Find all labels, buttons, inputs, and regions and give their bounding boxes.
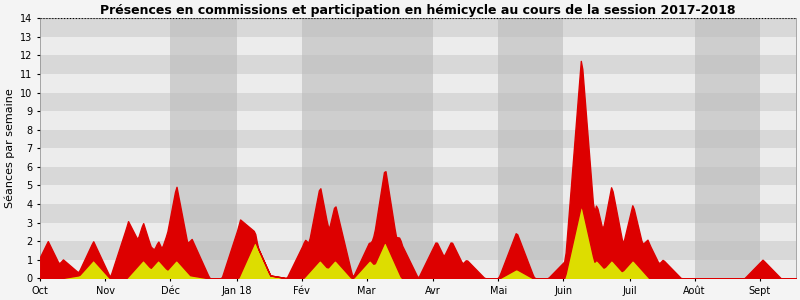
Bar xyxy=(40,204,796,223)
Bar xyxy=(40,93,796,111)
Bar xyxy=(302,18,433,278)
Y-axis label: Séances par semaine: Séances par semaine xyxy=(4,88,14,208)
Bar xyxy=(40,18,796,37)
Title: Présences en commissions et participation en hémicycle au cours de la session 20: Présences en commissions et participatio… xyxy=(100,4,736,17)
Bar xyxy=(40,37,796,56)
Bar xyxy=(40,260,796,278)
Bar xyxy=(40,148,796,167)
Bar xyxy=(498,18,563,278)
Bar xyxy=(40,241,796,260)
Bar xyxy=(694,18,759,278)
Bar xyxy=(40,74,796,93)
Bar xyxy=(40,167,796,185)
Bar xyxy=(40,185,796,204)
Bar xyxy=(40,56,796,74)
Bar xyxy=(40,111,796,130)
Bar xyxy=(170,18,237,278)
Bar xyxy=(40,130,796,148)
Bar xyxy=(40,223,796,241)
